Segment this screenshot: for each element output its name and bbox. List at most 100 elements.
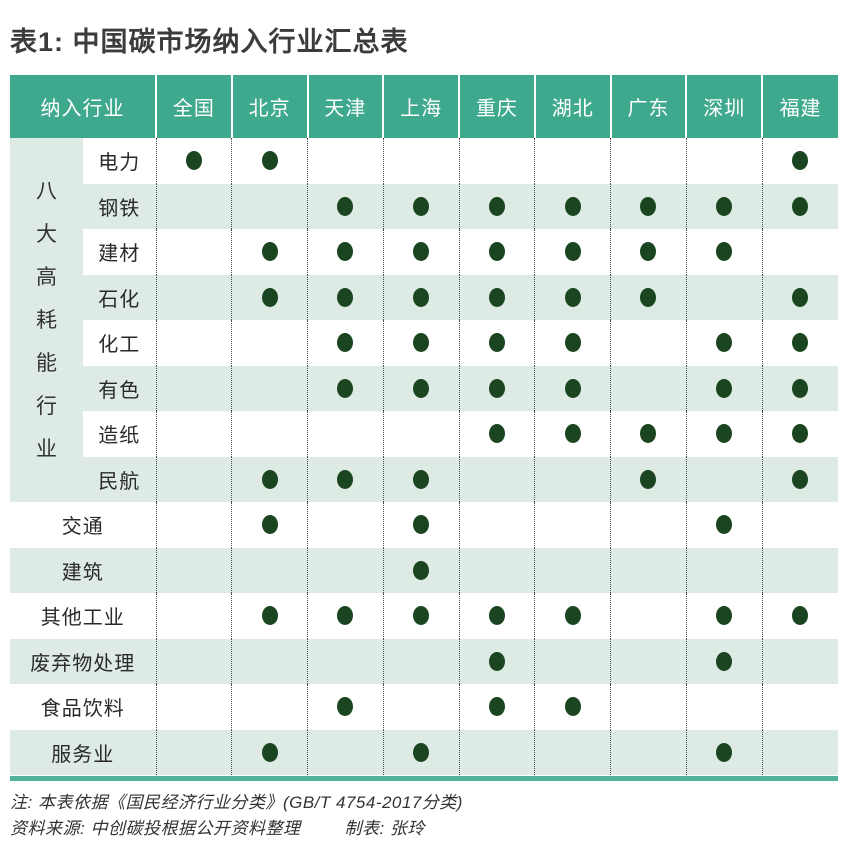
matrix-cell — [534, 365, 611, 411]
table-row: 废弃物处理 — [10, 638, 838, 684]
matrix-cell — [685, 274, 763, 320]
industry-label-cell: 有色 — [83, 365, 156, 411]
inclusion-dot-icon — [488, 287, 505, 307]
matrix-cell — [534, 138, 611, 184]
matrix-cell — [458, 638, 535, 684]
matrix-cell — [685, 684, 763, 730]
matrix-cell — [534, 183, 611, 229]
inclusion-dot-icon — [413, 378, 430, 398]
matrix-cell — [307, 183, 384, 229]
matrix-cell — [155, 411, 232, 457]
carbon-market-table: 纳入行业 全国 北京 天津 上海 重庆 湖北 广东 深圳 福建 八大高耗能行业电力 钢铁 建材 石化 化工… — [10, 75, 838, 775]
region-column-header: 重庆 — [458, 75, 535, 138]
inclusion-dot-icon — [792, 196, 809, 216]
group-label-char: 能 — [36, 351, 57, 375]
region-column-header: 全国 — [155, 75, 232, 138]
industry-label-cell: 电力 — [98, 152, 141, 175]
inclusion-dot-icon — [337, 333, 354, 353]
table-row: 建材 — [10, 229, 838, 275]
matrix-cell — [382, 411, 460, 457]
matrix-cell — [761, 456, 838, 502]
matrix-cell — [685, 229, 763, 275]
matrix-cell — [534, 320, 611, 366]
matrix-cell — [382, 320, 460, 366]
matrix-cell — [685, 547, 763, 593]
matrix-cell — [307, 411, 384, 457]
matrix-cell — [231, 320, 308, 366]
inclusion-dot-icon — [716, 742, 733, 762]
matrix-cell — [231, 138, 308, 184]
inclusion-dot-icon — [488, 333, 505, 353]
matrix-cell — [458, 547, 535, 593]
inclusion-dot-icon — [792, 606, 809, 626]
matrix-cell — [685, 593, 763, 639]
matrix-cell — [610, 547, 687, 593]
matrix-cell — [761, 593, 838, 639]
inclusion-dot-icon — [337, 196, 354, 216]
inclusion-dot-icon — [792, 333, 809, 353]
matrix-cell — [155, 547, 232, 593]
industry-label-cell: 钢铁 — [83, 183, 156, 229]
matrix-cell — [155, 502, 232, 548]
inclusion-dot-icon — [413, 469, 430, 489]
matrix-cell — [155, 684, 232, 730]
region-column-header: 上海 — [382, 75, 460, 138]
inclusion-dot-icon — [716, 424, 733, 444]
matrix-cell — [231, 229, 308, 275]
table-row: 钢铁 — [10, 183, 838, 229]
inclusion-dot-icon — [261, 151, 278, 171]
group-label-cell: 八大高耗能行业 — [10, 138, 83, 502]
region-column-header: 福建 — [761, 75, 838, 138]
matrix-cell — [610, 456, 687, 502]
matrix-cell — [761, 138, 838, 184]
matrix-cell — [155, 138, 232, 184]
industry-label-cell: 民航 — [83, 456, 156, 502]
inclusion-dot-icon — [564, 287, 581, 307]
region-column-header: 深圳 — [685, 75, 763, 138]
matrix-cell — [685, 183, 763, 229]
industry-label-cell: 石化 — [83, 274, 156, 320]
inclusion-dot-icon — [716, 515, 733, 535]
inclusion-dot-icon — [337, 469, 354, 489]
matrix-cell — [458, 502, 535, 548]
industry-label-cell: 造纸 — [98, 425, 141, 448]
table-body: 八大高耗能行业电力 钢铁 建材 石化 化工 有色 造纸 民航 交通 建筑 其他工业 废弃物处理 食品饮料… — [10, 138, 838, 775]
matrix-cell — [155, 638, 232, 684]
inclusion-dot-icon — [413, 742, 430, 762]
table-row: 八大高耗能行业电力 — [10, 138, 838, 502]
table-note: 注: 本表依据《国民经济行业分类》(GB/T 4754-2017分类) — [10, 793, 463, 812]
matrix-cell — [534, 638, 611, 684]
inclusion-dot-icon — [640, 242, 657, 262]
matrix-cell — [155, 365, 232, 411]
industry-label-cell: 服务业 — [10, 729, 156, 775]
table-row: 民航 — [10, 456, 838, 502]
inclusion-dot-icon — [640, 424, 657, 444]
matrix-cell — [761, 320, 838, 366]
matrix-cell — [761, 365, 838, 411]
inclusion-dot-icon — [716, 242, 733, 262]
matrix-cell — [307, 274, 384, 320]
inclusion-dot-icon — [564, 196, 581, 216]
matrix-cell — [307, 229, 384, 275]
matrix-cell — [155, 729, 232, 775]
inclusion-dot-icon — [337, 287, 354, 307]
matrix-cell — [685, 138, 763, 184]
page-title: 表1: 中国碳市场纳入行业汇总表 — [10, 27, 409, 57]
matrix-cell — [458, 229, 535, 275]
inclusion-dot-icon — [413, 242, 430, 262]
table-row: 有色 — [10, 365, 838, 411]
inclusion-dot-icon — [488, 378, 505, 398]
inclusion-dot-icon — [564, 697, 581, 717]
matrix-cell — [761, 274, 838, 320]
inclusion-dot-icon — [261, 287, 278, 307]
matrix-cell — [307, 138, 384, 184]
inclusion-dot-icon — [488, 242, 505, 262]
industry-label-cell: 建筑 — [10, 547, 156, 593]
matrix-cell — [761, 411, 838, 457]
matrix-cell — [534, 411, 611, 457]
matrix-cell — [458, 138, 535, 184]
matrix-cell — [382, 502, 460, 548]
group-label-char: 业 — [36, 437, 57, 461]
matrix-cell — [458, 365, 535, 411]
